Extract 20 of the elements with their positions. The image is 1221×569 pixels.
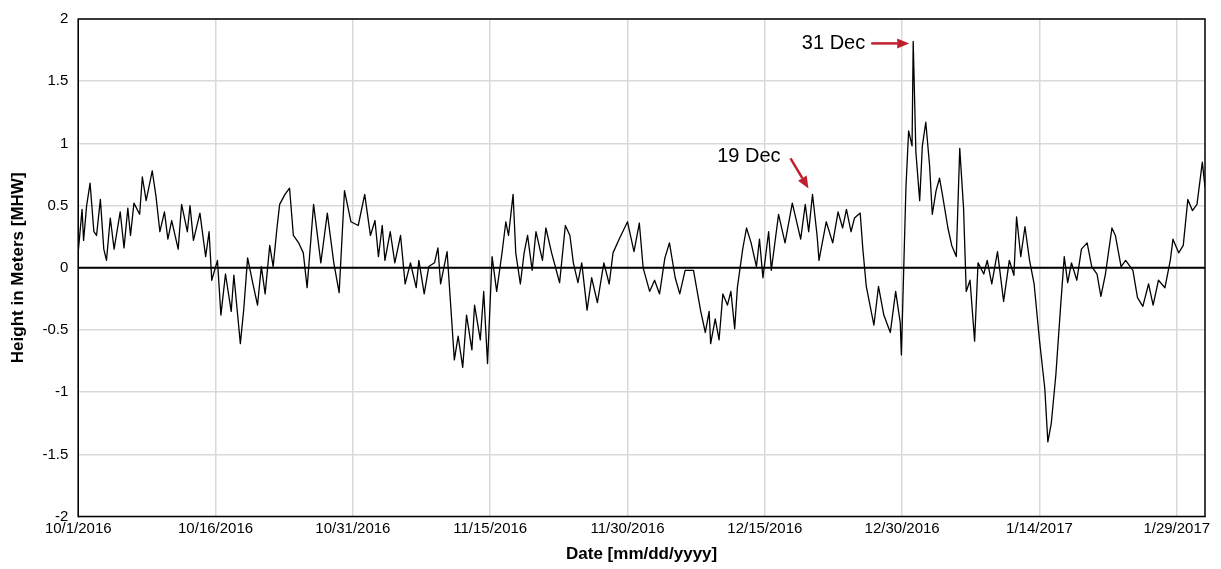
y-tick-label: -1.5 bbox=[42, 444, 69, 462]
y-tick-label: 0 bbox=[59, 257, 69, 275]
y-tick-label: 1.5 bbox=[47, 71, 69, 89]
annotation: 31 Dec bbox=[801, 30, 866, 53]
x-tick-label: 11/15/2016 bbox=[453, 518, 528, 536]
x-axis-title: Date [mm/dd/yyyy] bbox=[566, 544, 718, 564]
x-tick-label: 12/30/2016 bbox=[864, 518, 940, 536]
y-tick-label: -0.5 bbox=[42, 320, 69, 338]
annotation: 19 Dec bbox=[717, 143, 781, 166]
x-tick-label: 10/16/2016 bbox=[178, 518, 254, 536]
x-tick-label: 11/30/2016 bbox=[590, 518, 665, 536]
y-axis-title: Height in Meters [MHW] bbox=[7, 172, 27, 364]
x-tick-label: 1/14/2017 bbox=[1006, 518, 1073, 536]
y-tick-label: 0.5 bbox=[47, 195, 69, 213]
y-tick-label: 2 bbox=[59, 9, 69, 27]
x-tick-label: 12/15/2016 bbox=[727, 518, 803, 536]
y-tick-label: 1 bbox=[59, 133, 69, 151]
x-tick-label: 1/29/2017 bbox=[1143, 518, 1211, 536]
x-tick-label: 10/31/2016 bbox=[315, 518, 391, 536]
y-tick-label: -1 bbox=[54, 382, 69, 400]
